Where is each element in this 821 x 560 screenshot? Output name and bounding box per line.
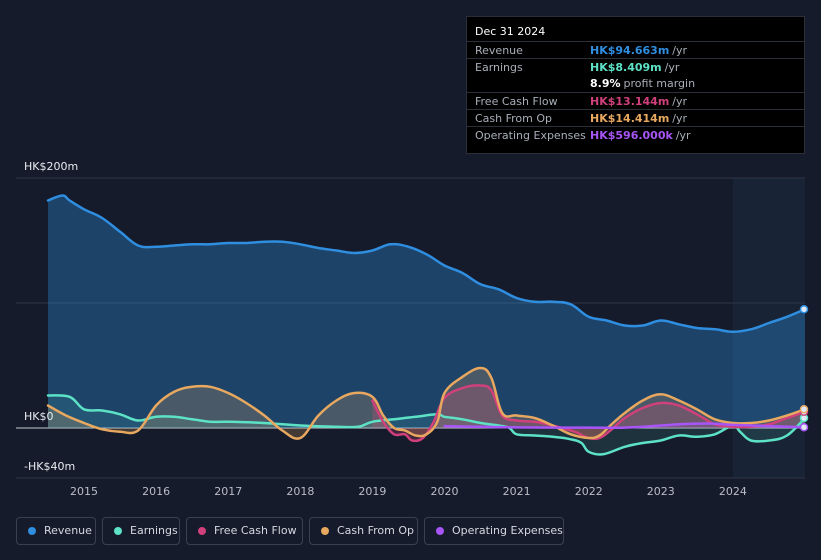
legend-label: Cash From Op <box>337 524 415 537</box>
series-lines <box>46 194 807 456</box>
earnings-area <box>48 395 805 455</box>
x-tick-label: 2016 <box>142 485 170 498</box>
tooltip-label: Free Cash Flow <box>475 95 558 108</box>
tooltip-suffix: /yr <box>672 44 688 57</box>
revenue-area <box>48 195 805 428</box>
gridlines <box>16 177 805 479</box>
tooltip-row: Cash From Op HK$14.414m/yr <box>467 109 804 127</box>
series-endpoints <box>799 305 809 432</box>
tooltip-value: HK$13.144m/yr <box>590 95 688 108</box>
legend-item-operating-expenses[interactable]: Operating Expenses <box>424 517 564 545</box>
tooltip-suffix: /yr <box>675 129 691 142</box>
x-axis-labels: 2015 2016 2017 2018 2019 2020 2021 2022 2023 2024 <box>70 485 747 498</box>
legend-dot-icon <box>114 527 122 535</box>
x-tick-label: 2023 <box>647 485 675 498</box>
legend-item-revenue[interactable]: Revenue <box>16 517 96 545</box>
tooltip-panel: Dec 31 2024 Revenue HK$94.663m/yr Earnings… <box>466 16 805 154</box>
x-tick-label: 2019 <box>358 485 386 498</box>
legend-dot-icon <box>436 527 444 535</box>
y-tick-label: -HK$40m <box>24 460 75 473</box>
tooltip-row: 8.9% profit margin <box>467 75 804 92</box>
tooltip-label: Operating Expenses <box>475 129 586 142</box>
tooltip-value: HK$94.663m/yr <box>590 44 688 57</box>
legend-item-earnings[interactable]: Earnings <box>102 517 180 545</box>
legend-item-cash-from-op[interactable]: Cash From Op <box>309 517 418 545</box>
operating-expenses-endpoint <box>799 423 809 432</box>
legend-label: Revenue <box>44 524 92 537</box>
tooltip-label: Cash From Op <box>475 112 553 125</box>
x-tick-label: 2021 <box>503 485 531 498</box>
y-tick-label: HK$200m <box>24 160 78 173</box>
tooltip-suffix: /yr <box>672 112 688 125</box>
tooltip-suffix: profit margin <box>623 77 696 90</box>
tooltip-row: Earnings HK$8.409m/yr <box>467 58 804 76</box>
tooltip-row: Revenue HK$94.663m/yr <box>467 41 804 59</box>
legend-item-free-cash-flow[interactable]: Free Cash Flow <box>186 517 303 545</box>
tooltip-value: HK$8.409m/yr <box>590 61 680 74</box>
revenue-endpoint <box>799 305 809 314</box>
y-tick-label: HK$0 <box>24 410 53 423</box>
legend-label: Earnings <box>130 524 178 537</box>
earnings-line <box>46 394 807 456</box>
legend-label: Operating Expenses <box>452 524 563 537</box>
legend-dot-icon <box>321 527 329 535</box>
tooltip-row: Free Cash Flow HK$13.144m/yr <box>467 92 804 110</box>
tooltip-row: Operating Expenses HK$596.000k/yr <box>467 126 804 144</box>
x-tick-label: 2022 <box>575 485 603 498</box>
legend-dot-icon <box>28 527 36 535</box>
x-tick-label: 2015 <box>70 485 98 498</box>
operating-expenses-line <box>443 422 807 430</box>
cash-from-op-line <box>46 366 807 440</box>
revenue-line <box>46 194 807 334</box>
tooltip-suffix: /yr <box>672 95 688 108</box>
tooltip-label: Earnings <box>475 61 523 74</box>
x-tick-label: 2020 <box>431 485 459 498</box>
x-tick-label: 2018 <box>286 485 314 498</box>
tooltip-value: HK$596.000k/yr <box>590 129 691 142</box>
tooltip-date: Dec 31 2024 <box>475 25 546 38</box>
cash-from-op-endpoint <box>799 405 809 414</box>
tooltip-suffix: /yr <box>664 61 680 74</box>
legend-dot-icon <box>198 527 206 535</box>
x-tick-label: 2017 <box>214 485 242 498</box>
tooltip-label: Revenue <box>475 44 523 57</box>
x-tick-label: 2024 <box>719 485 747 498</box>
tooltip-value: 8.9% profit margin <box>590 77 696 90</box>
y-axis-labels: HK$200m HK$0 -HK$40m <box>24 160 78 473</box>
tooltip-value: HK$14.414m/yr <box>590 112 688 125</box>
legend-label: Free Cash Flow <box>214 524 297 537</box>
